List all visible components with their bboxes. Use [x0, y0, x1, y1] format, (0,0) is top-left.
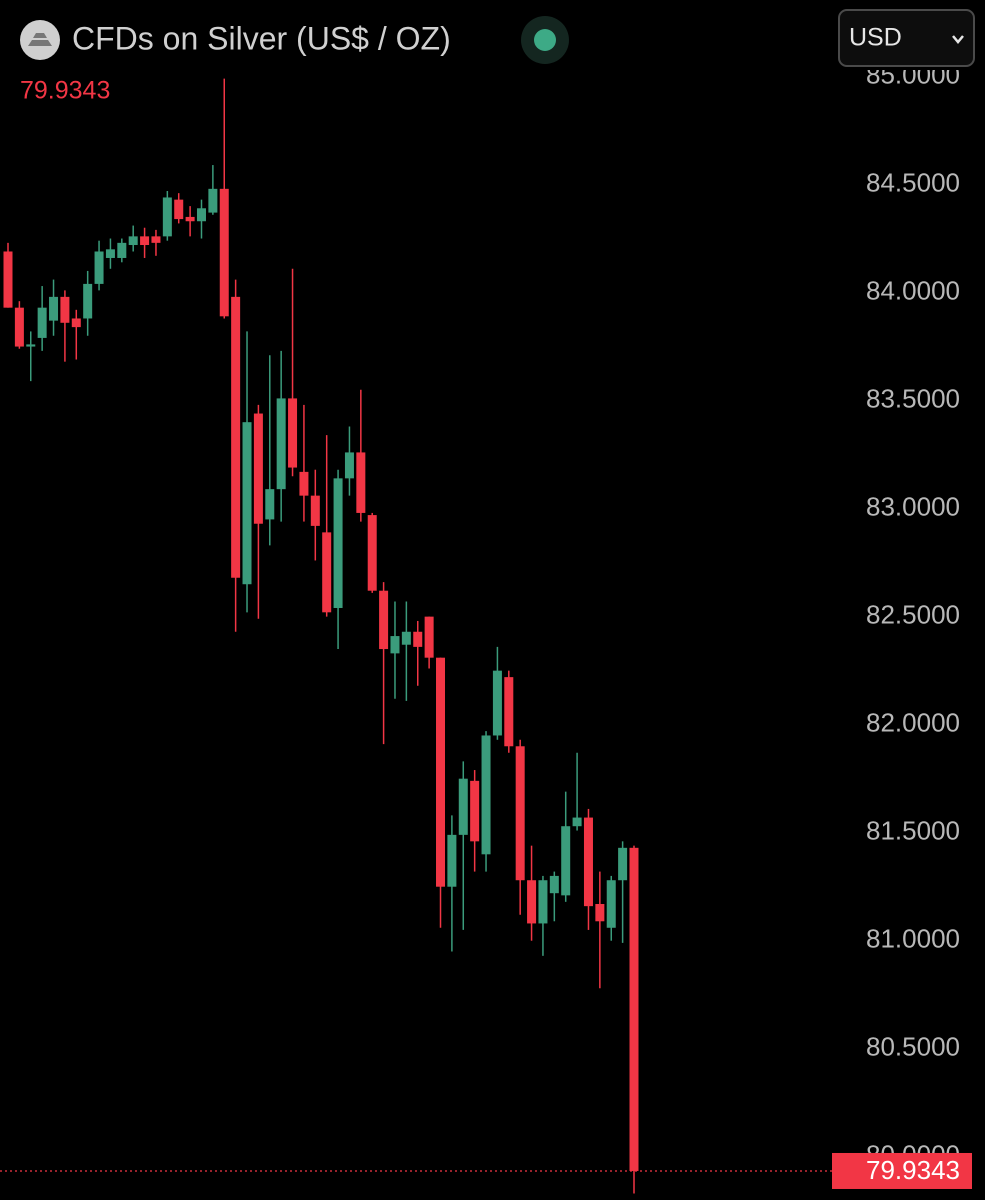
candle-body: [595, 903, 605, 922]
candle-body: [140, 236, 150, 246]
candle-body: [162, 197, 172, 237]
candle-body: [117, 242, 127, 258]
candle-body: [299, 471, 309, 496]
candle-body: [276, 398, 286, 490]
symbol-icon-bars: [28, 33, 52, 46]
last-price-tag-label: 79.9343: [866, 1155, 960, 1185]
currency-label[interactable]: USD: [849, 24, 902, 52]
plot-area: [3, 78, 639, 1194]
candle-body: [60, 296, 70, 323]
y-tick-label: 80.5000: [866, 1032, 960, 1062]
candle-body: [606, 880, 616, 928]
candle-body: [356, 452, 366, 513]
candle-body: [26, 344, 36, 347]
candle-body: [3, 251, 13, 308]
candle-body: [208, 188, 218, 213]
candle-body: [515, 746, 525, 881]
chevron[interactable]: [952, 35, 964, 44]
candle-body: [379, 590, 389, 650]
last-price: 79.9343: [20, 77, 110, 105]
candle-body: [470, 780, 480, 842]
candle-body: [265, 489, 275, 520]
candle-body: [151, 236, 161, 243]
candle-body: [83, 283, 93, 319]
candle-body: [572, 817, 582, 827]
candle-body: [492, 670, 502, 736]
last-price-tag: [832, 1152, 972, 1189]
candle-body: [629, 847, 639, 1171]
candle-body: [128, 236, 138, 246]
candle-body: [618, 847, 628, 881]
candle-body: [481, 735, 491, 855]
symbol-title: CFDs on Silver (US$ / OZ): [72, 20, 451, 56]
y-tick-label: 84.5000: [866, 167, 960, 197]
overlay: 79.9343: [0, 1152, 972, 1189]
candle-body: [333, 478, 343, 608]
candle-body: [37, 307, 47, 338]
candle-body: [538, 880, 548, 924]
header-background: [0, 0, 830, 70]
y-tick-label: 82.5000: [866, 600, 960, 630]
header: CFDs on Silver (US$ / OZ) 79.9343 USD: [0, 0, 975, 105]
y-tick-label: 85.0000: [866, 59, 960, 89]
price-axis: 80.000080.500081.000081.500082.000082.50…: [832, 59, 960, 1170]
candle-body: [424, 616, 434, 658]
candle-body: [561, 826, 571, 896]
candle-body: [322, 532, 332, 613]
candle-body: [344, 452, 354, 479]
candle-body: [185, 216, 195, 222]
candle-body: [105, 249, 115, 258]
candle-body: [242, 422, 252, 585]
candle-body: [174, 199, 184, 220]
candle-body: [436, 657, 446, 887]
candle-body: [310, 495, 320, 526]
candle-body: [401, 631, 411, 645]
candle-body: [549, 875, 559, 894]
y-tick-label: 84.0000: [866, 275, 960, 305]
y-tick-label: 83.0000: [866, 491, 960, 521]
candle-body: [231, 296, 241, 578]
candle-body: [49, 296, 59, 321]
y-tick-label: 82.0000: [866, 708, 960, 738]
candle-body: [14, 307, 24, 347]
candle-body: [71, 318, 81, 328]
candle-body: [447, 834, 457, 887]
candle-body: [504, 677, 514, 747]
y-tick-label: 81.0000: [866, 924, 960, 954]
candle-body: [527, 880, 537, 924]
candle-body: [196, 208, 206, 222]
y-tick-label: 81.5000: [866, 816, 960, 846]
candle-body: [94, 251, 104, 284]
candle-body: [367, 515, 377, 591]
candle-body: [288, 398, 298, 468]
candle-body: [413, 631, 423, 647]
candle-body: [583, 817, 593, 907]
y-tick-label: 83.5000: [866, 383, 960, 413]
currency-select[interactable]: USD: [838, 9, 975, 67]
candle-body: [390, 636, 400, 654]
candle-body: [219, 188, 229, 317]
candle-body: [253, 413, 263, 524]
status-dot: [534, 29, 556, 51]
candle-body: [458, 778, 468, 835]
currency-select-box[interactable]: [838, 9, 975, 67]
